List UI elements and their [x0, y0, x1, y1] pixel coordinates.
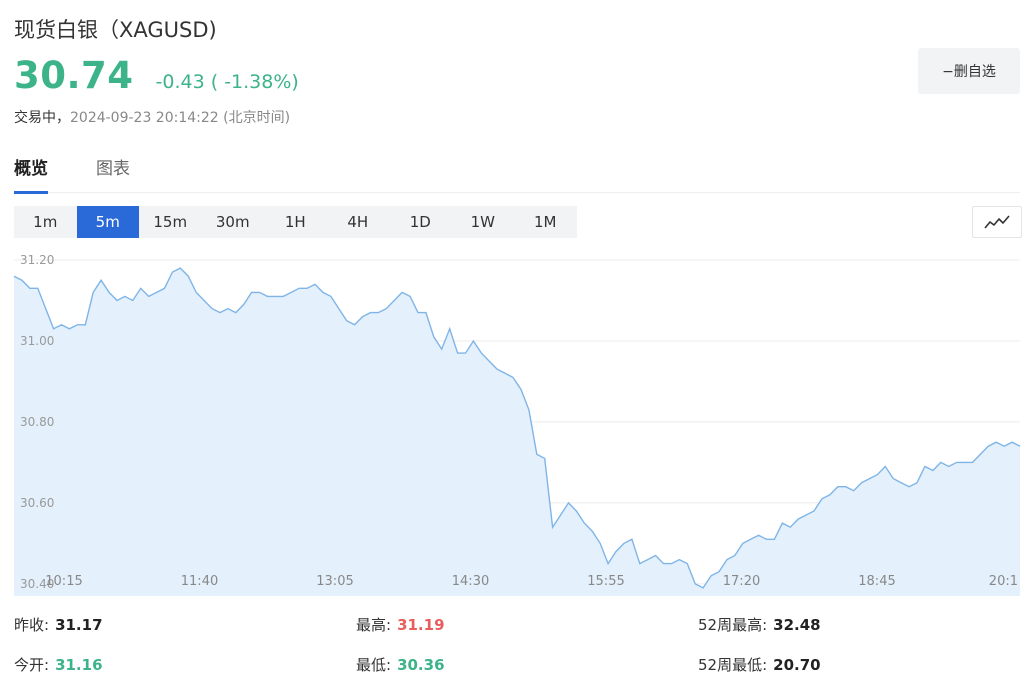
stat-52w-high: 52周最高: 32.48 — [698, 616, 821, 634]
period-4h[interactable]: 4H — [347, 213, 369, 231]
period-1h[interactable]: 1H — [284, 213, 306, 231]
x-tick-label: 18:45 — [858, 574, 895, 589]
price-area — [14, 268, 1020, 596]
price-line — [13, 267, 1021, 589]
instrument-title: 现货白银（XAGUSD) — [14, 18, 217, 42]
tab-chart[interactable]: 图表 — [96, 159, 130, 179]
x-tick-label: 20:1 — [989, 574, 1018, 589]
last-price: 30.74 — [14, 54, 134, 97]
x-axis-ticks: 10:15 11:40 13:05 14:30 15:55 17:20 18:45 20:1 — [45, 574, 1018, 589]
period-5m[interactable]: 5m — [76, 206, 139, 238]
stat-open: 今开: 31.16 — [14, 656, 103, 674]
stat-prev-close: 昨收: 31.17 — [14, 616, 103, 634]
y-tick-label: 30.80 — [20, 415, 54, 429]
y-tick-label: 31.20 — [20, 253, 54, 267]
tab-bar: 概览 图表 — [14, 154, 1020, 194]
x-tick-label: 11:40 — [181, 574, 218, 589]
x-tick-label: 14:30 — [452, 574, 489, 589]
trading-status: 交易中，2024-09-23 20:14:22 (北京时间) — [14, 107, 290, 127]
period-1d[interactable]: 1D — [409, 213, 431, 231]
period-30m[interactable]: 30m — [215, 213, 250, 231]
status-label: 交易中， — [14, 110, 70, 126]
y-tick-label: 30.60 — [20, 496, 54, 510]
period-selector: 1m 5m 15m 30m 1H 4H 1D 1W 1M — [14, 206, 577, 238]
x-tick-label: 15:55 — [587, 574, 624, 589]
price-change: -0.43 ( -1.38%) — [155, 71, 299, 93]
x-tick-label: 17:20 — [723, 574, 760, 589]
x-tick-label: 13:05 — [316, 574, 353, 589]
period-1month[interactable]: 1M — [534, 213, 557, 231]
period-1m[interactable]: 1m — [33, 213, 58, 231]
line-chart-icon — [984, 215, 1010, 229]
y-tick-label: 30.40 — [20, 577, 54, 591]
period-1w[interactable]: 1W — [470, 213, 495, 231]
price-chart: 31.20 31.00 30.80 30.60 30.40 10:15 11:40 13:0… — [13, 253, 1021, 596]
stat-high: 最高: 31.19 — [356, 616, 445, 634]
x-tick-label: 10:15 — [45, 574, 82, 589]
stat-low: 最低: 30.36 — [356, 656, 445, 674]
chart-type-button[interactable] — [972, 206, 1022, 238]
price-row: 30.74 -0.43 ( -1.38%) — [14, 54, 299, 97]
y-axis-ticks: 31.20 31.00 30.80 30.60 30.40 — [20, 253, 54, 591]
stat-52w-low: 52周最低: 20.70 — [698, 656, 821, 674]
remove-watchlist-button[interactable]: −删自选 — [918, 48, 1020, 94]
y-tick-label: 31.00 — [20, 334, 54, 348]
status-timestamp: 2024-09-23 20:14:22 (北京时间) — [70, 110, 291, 126]
period-15m[interactable]: 15m — [153, 213, 188, 231]
tab-overview[interactable]: 概览 — [14, 154, 48, 194]
